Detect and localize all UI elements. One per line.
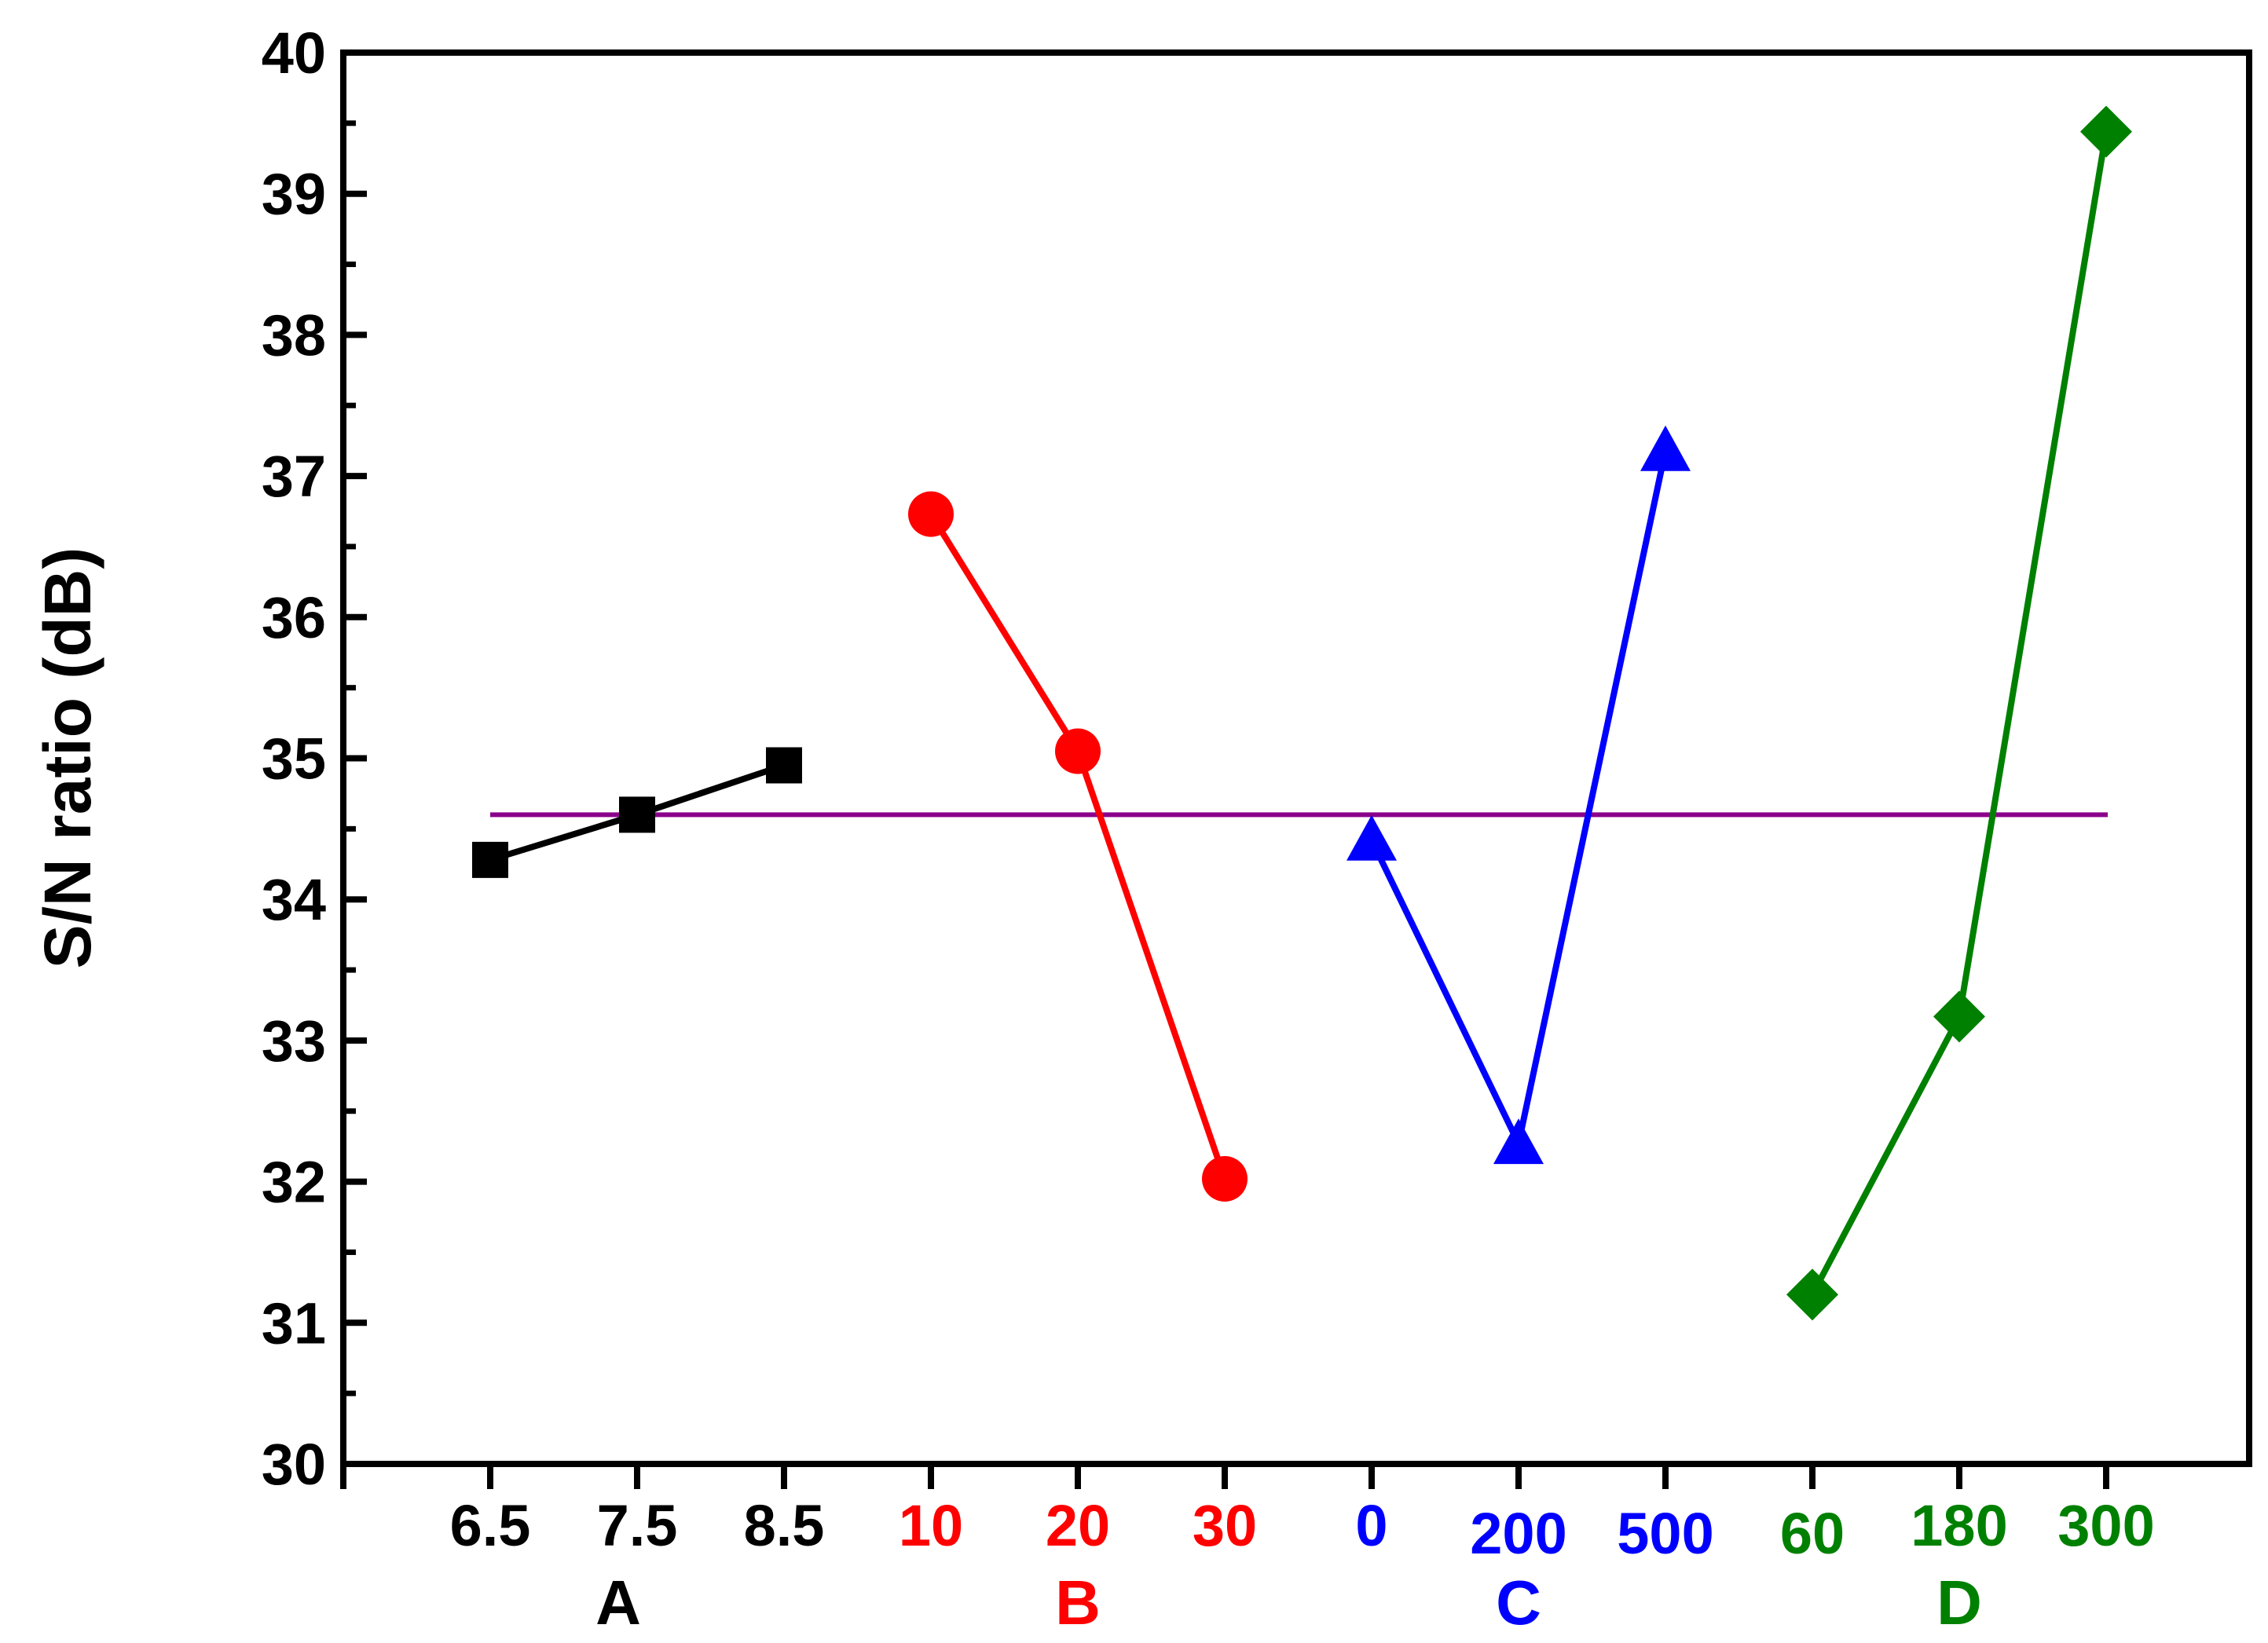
x-tick-label: 30 [1193, 1493, 1257, 1558]
x-tick-label: 500 [1617, 1501, 1713, 1566]
x-tick-label: 60 [1780, 1501, 1845, 1566]
x-axis [340, 1464, 2109, 1489]
x-tick-label: 180 [1911, 1493, 2007, 1558]
data-point-c [1347, 814, 1397, 861]
y-tick-label: 36 [262, 585, 326, 650]
data-point-a [766, 747, 802, 784]
series-line-d [1809, 130, 2109, 1297]
y-tick-label: 40 [262, 20, 326, 86]
y-tick-label: 38 [262, 302, 326, 368]
x-tick-label: 6.5 [450, 1493, 531, 1558]
data-point-c [1640, 425, 1691, 471]
y-tick-label: 35 [262, 726, 326, 792]
data-point-d [1933, 990, 1985, 1043]
data-point-d [2080, 105, 2132, 158]
x-tick-label: 0 [1355, 1493, 1387, 1558]
series-b: 10 20 30 B [899, 491, 1257, 1638]
factor-label: A [595, 1568, 641, 1638]
series-line-b [928, 512, 1228, 1180]
data-point-a [619, 796, 655, 833]
series-c: 0 200 500 C [1347, 425, 1714, 1638]
data-point-b [1055, 728, 1101, 774]
factor-label: D [1936, 1568, 1982, 1638]
x-tick-label: 300 [2057, 1493, 2154, 1558]
series-group: 6.5 7.5 8.5 A 10 20 30 B 0 200 500 C 60 180 300 D [450, 105, 2155, 1638]
data-point-b [1202, 1156, 1248, 1202]
data-point-d [1786, 1268, 1838, 1321]
series-a: 6.5 7.5 8.5 A [450, 747, 825, 1638]
plot-frame [340, 49, 2252, 1467]
y-axis: 30 31 32 33 34 35 36 37 38 39 40 [262, 20, 367, 1497]
series-d: 60 180 300 D [1780, 105, 2155, 1638]
data-point-b [908, 491, 954, 537]
y-tick-label: 37 [262, 444, 326, 509]
y-tick-label: 32 [262, 1150, 326, 1215]
factor-label: C [1496, 1568, 1541, 1638]
y-tick-label: 31 [262, 1290, 326, 1356]
y-tick-label: 39 [262, 162, 326, 227]
y-tick-label: 30 [262, 1432, 326, 1497]
y-tick-label: 33 [262, 1008, 326, 1074]
series-line-c [1368, 449, 1669, 1154]
x-tick-label: 200 [1470, 1501, 1566, 1566]
x-tick-label: 7.5 [597, 1493, 678, 1558]
data-point-a [472, 841, 508, 878]
data-point-c [1493, 1118, 1544, 1165]
x-tick-label: 10 [899, 1493, 963, 1558]
factor-label: B [1055, 1568, 1101, 1638]
x-tick-label: 20 [1046, 1493, 1110, 1558]
y-axis-title: S/N ratio (dB) [31, 547, 104, 969]
y-tick-label: 34 [262, 867, 326, 932]
x-tick-label: 8.5 [744, 1493, 825, 1558]
